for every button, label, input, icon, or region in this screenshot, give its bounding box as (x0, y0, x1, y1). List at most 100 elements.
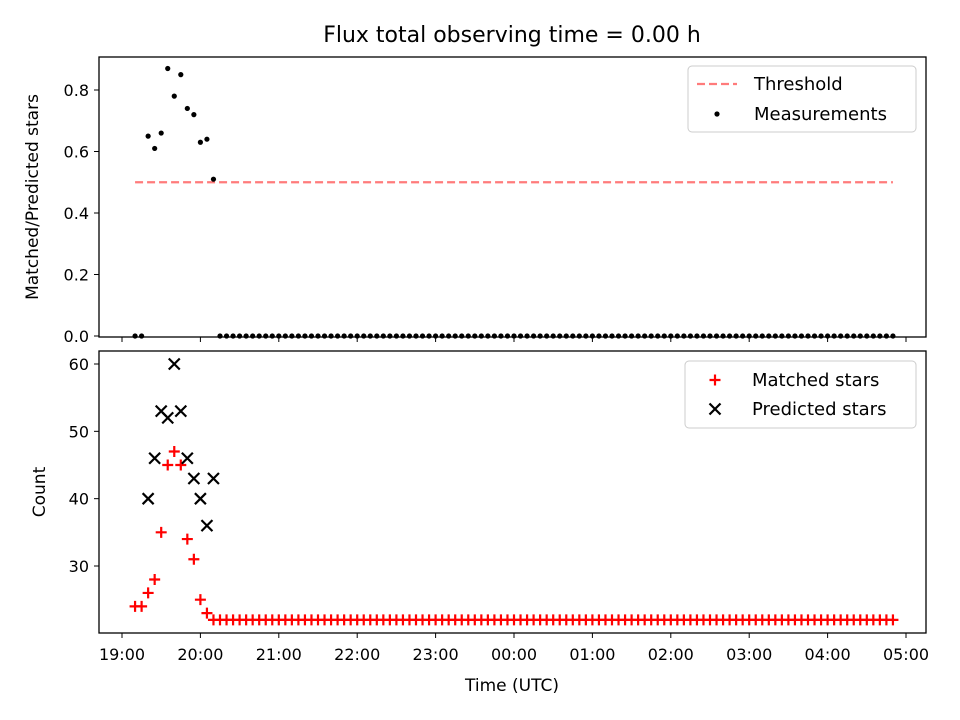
measurement-point (857, 333, 863, 339)
measurement-point (622, 333, 628, 339)
measurement-point (537, 333, 543, 339)
measurement-point (557, 333, 563, 339)
measurement-point (687, 333, 694, 339)
measurement-point (707, 333, 713, 339)
matched-legend-swatch (709, 374, 721, 386)
matched-star-marker (155, 526, 167, 538)
measurement-point (694, 333, 700, 339)
measurement-point (289, 333, 295, 339)
measurement-point (642, 333, 648, 339)
x-tick-label: 04:00 (805, 645, 851, 664)
measurement-point (713, 333, 720, 339)
measurement-point (681, 333, 687, 339)
measurement-point (152, 145, 158, 152)
measurement-point (674, 333, 680, 339)
measurement-point (635, 333, 641, 339)
measurement-point (361, 333, 367, 339)
measurement-point (145, 133, 151, 139)
measurement-point (805, 333, 811, 339)
measurement-point (210, 176, 217, 182)
measurement-point (387, 333, 393, 339)
measurement-point (602, 333, 609, 339)
x-tick-label: 21:00 (256, 645, 302, 664)
measurement-point (197, 139, 203, 145)
measurement-point (446, 333, 452, 339)
measurement-point (498, 333, 504, 339)
predicted-legend-label: Predicted stars (752, 399, 886, 420)
measurement-point (263, 333, 269, 339)
y-tick-label: 0.8 (64, 81, 89, 100)
measurement-point (491, 333, 497, 339)
measurement-point (269, 333, 275, 339)
measurement-point (661, 333, 667, 339)
x-tick-label: 23:00 (413, 645, 459, 664)
matched-star-marker (175, 459, 187, 471)
predicted-star-marker (174, 404, 188, 418)
measurement-point (504, 333, 511, 339)
measurement-point (792, 333, 798, 339)
x-tick-label: 22:00 (334, 645, 380, 664)
measurement-point (629, 333, 635, 339)
bottom-legend: Matched stars Predicted stars (684, 360, 917, 429)
measurement-point (419, 333, 426, 339)
measurement-point (302, 333, 308, 339)
y-tick-label: 40 (69, 490, 89, 509)
measurement-point (818, 333, 824, 339)
y-tick-label: 0.2 (64, 266, 89, 285)
x-tick-label: 05:00 (883, 645, 929, 664)
measurement-point (478, 333, 484, 339)
threshold-legend-label: Threshold (753, 74, 843, 95)
measurement-point (406, 333, 413, 339)
predicted-star-marker (181, 451, 194, 465)
matched-star-marker (181, 533, 193, 545)
measurement-point (864, 333, 870, 339)
measurement-point (230, 333, 236, 339)
predicted-star-marker (194, 492, 207, 505)
measurement-point (733, 333, 739, 339)
measurement-point (583, 333, 589, 339)
measurement-point (831, 333, 837, 339)
x-axis-label: Time (UTC) (464, 676, 559, 696)
measurement-point (550, 333, 556, 339)
measurement-point (223, 333, 230, 339)
measurement-point (308, 333, 315, 339)
top-y-ticks: 0.0 0.2 0.4 0.6 0.8 (64, 81, 99, 346)
measurement-point (139, 333, 145, 339)
measurement-point (184, 105, 190, 112)
bottom-plot-area (129, 357, 899, 626)
measurement-point (472, 333, 478, 339)
matched-star-marker (194, 594, 206, 606)
measurement-point (779, 333, 785, 339)
top-x-ticks (121, 337, 907, 342)
matched-star-marker (142, 587, 154, 599)
measurement-point (890, 333, 896, 339)
predicted-star-marker (200, 519, 214, 532)
top-legend-frame (687, 65, 917, 133)
predicted-star-marker (141, 492, 155, 505)
top-legend: Threshold Measurements (687, 65, 917, 133)
measurement-point (596, 333, 602, 339)
measurement-point (544, 333, 550, 339)
measurement-point (485, 333, 491, 339)
measurement-point (158, 130, 164, 136)
measurement-point (517, 333, 524, 339)
measurement-point (798, 333, 805, 339)
measurement-point (811, 333, 818, 339)
predicted-legend-marker (708, 402, 722, 416)
measurement-point (178, 72, 184, 78)
predicted-star-marker (148, 451, 161, 465)
measurement-point (838, 333, 844, 339)
measurement-point (785, 333, 792, 339)
top-axes-frame (98, 56, 927, 338)
bottom-axes-frame (98, 350, 927, 634)
matched-star-marker (162, 459, 174, 471)
measurement-point (393, 333, 399, 339)
predicted-star-marker (207, 472, 220, 485)
measurement-point (759, 333, 765, 339)
measurement-point (341, 333, 347, 339)
measurement-point (413, 333, 419, 339)
measurement-point (374, 333, 380, 339)
measurement-point (439, 333, 445, 339)
figure-title: Flux total observing time = 0.00 h (323, 23, 701, 48)
